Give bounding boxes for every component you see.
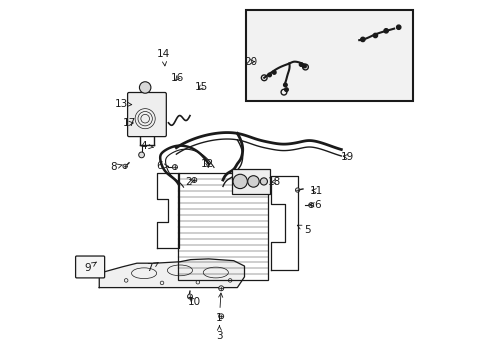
Circle shape — [247, 176, 259, 187]
Circle shape — [218, 286, 223, 291]
Circle shape — [260, 178, 267, 185]
Text: 14: 14 — [157, 49, 170, 66]
FancyBboxPatch shape — [127, 93, 166, 136]
Text: 12: 12 — [201, 159, 214, 169]
Circle shape — [218, 314, 223, 319]
Text: 2: 2 — [185, 177, 195, 187]
Circle shape — [360, 37, 364, 41]
Text: 8: 8 — [110, 162, 122, 172]
Circle shape — [302, 64, 305, 68]
Text: 19: 19 — [341, 152, 354, 162]
Circle shape — [396, 25, 400, 30]
Circle shape — [267, 73, 271, 77]
Circle shape — [139, 152, 144, 158]
Text: 15: 15 — [194, 82, 208, 92]
Circle shape — [191, 177, 196, 183]
Circle shape — [233, 174, 247, 189]
Circle shape — [122, 164, 127, 168]
Text: 10: 10 — [187, 297, 201, 307]
Circle shape — [284, 88, 287, 91]
Text: 6: 6 — [156, 161, 168, 171]
Text: 16: 16 — [171, 73, 184, 83]
Text: 17: 17 — [122, 118, 135, 128]
Circle shape — [139, 82, 151, 93]
Circle shape — [308, 203, 313, 208]
Text: 4: 4 — [141, 141, 153, 151]
Circle shape — [272, 71, 276, 74]
Polygon shape — [99, 259, 244, 288]
Circle shape — [283, 83, 286, 87]
Text: 3: 3 — [216, 325, 222, 341]
Text: 11: 11 — [309, 186, 322, 196]
Text: 13: 13 — [115, 99, 131, 109]
Text: 9: 9 — [84, 262, 96, 273]
Text: 7: 7 — [146, 262, 158, 273]
Circle shape — [295, 188, 299, 192]
Text: 5: 5 — [297, 225, 310, 235]
Bar — [178, 173, 267, 280]
Bar — [246, 10, 412, 101]
Circle shape — [383, 29, 387, 33]
Circle shape — [187, 294, 192, 299]
Text: 6: 6 — [308, 200, 321, 210]
Circle shape — [172, 165, 177, 170]
Text: 1: 1 — [216, 293, 223, 323]
FancyBboxPatch shape — [76, 256, 104, 278]
Circle shape — [372, 33, 377, 38]
Text: 20: 20 — [244, 57, 257, 67]
Circle shape — [299, 63, 303, 66]
Text: 18: 18 — [267, 177, 280, 187]
Bar — [231, 168, 270, 194]
